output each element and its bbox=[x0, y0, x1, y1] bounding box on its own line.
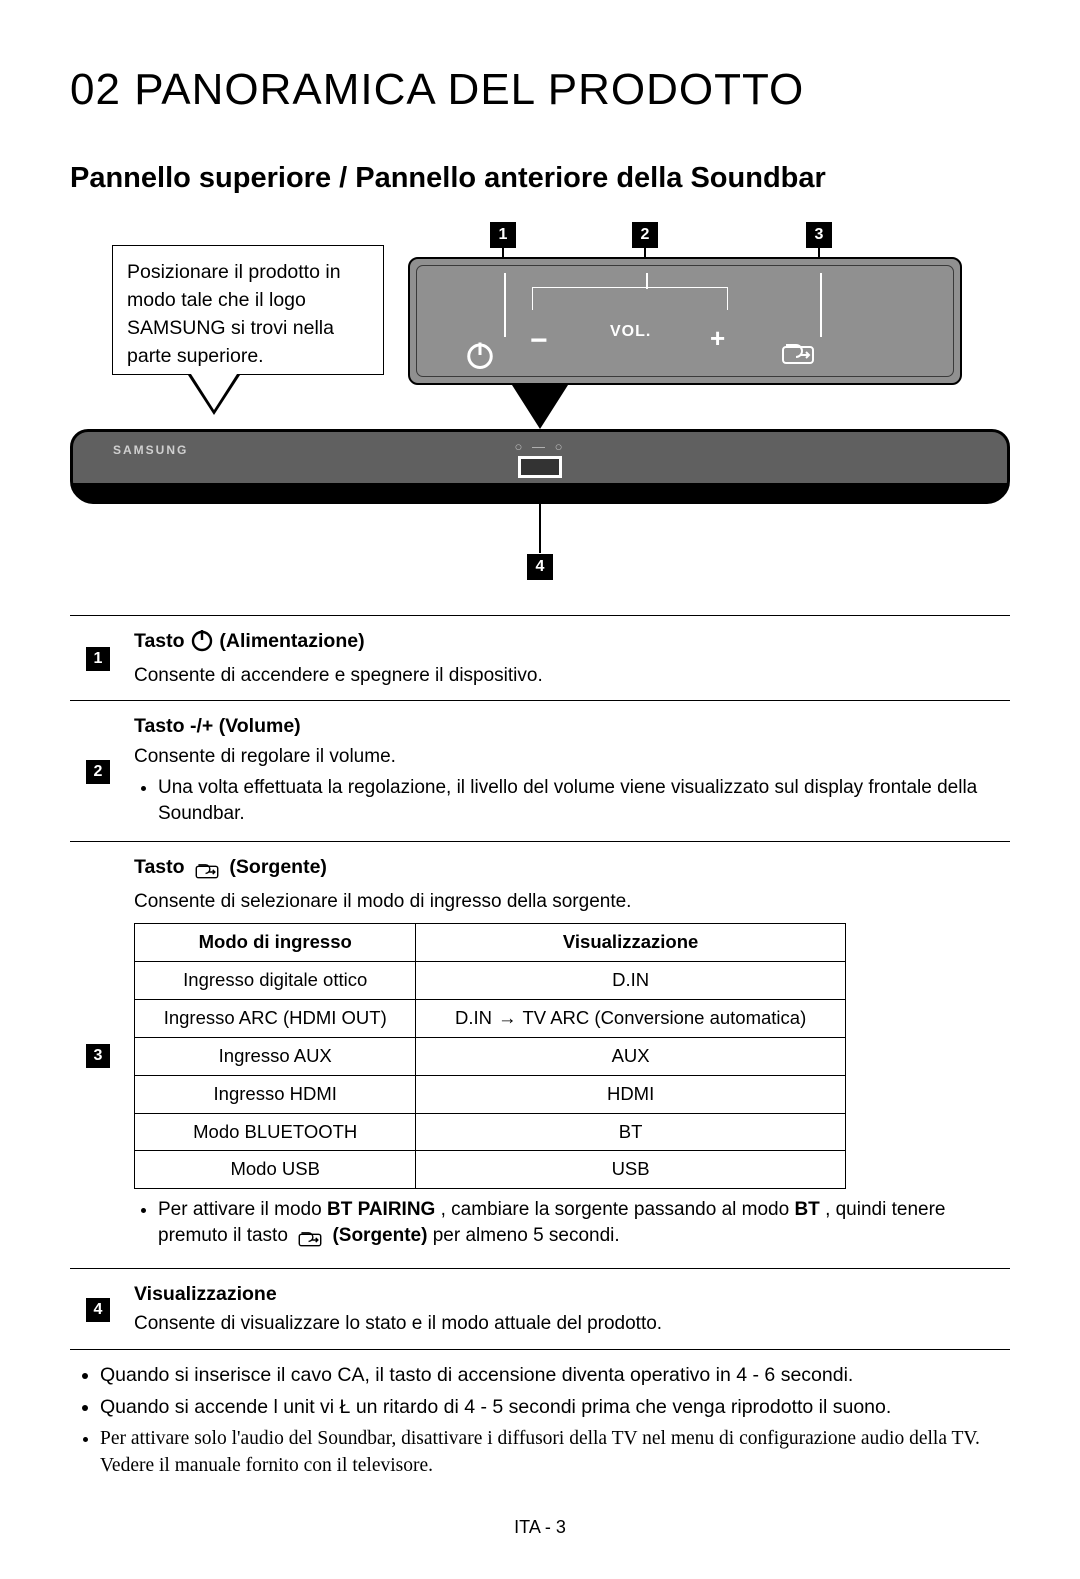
callout-arrow-icon bbox=[188, 375, 240, 415]
row1-title: Tasto (Alimentazione) bbox=[134, 628, 1002, 659]
table-row: 3 Tasto (Sorgente) Consente di seleziona… bbox=[70, 841, 1010, 1268]
source-icon bbox=[190, 859, 224, 885]
notes-list: Quando si inserisce il cavo CA, il tasto… bbox=[100, 1362, 1010, 1479]
table-row: 2 Tasto -/+ (Volume) Consente di regolar… bbox=[70, 701, 1010, 841]
definition-table: 1 Tasto (Alimentazione) Consente di acce… bbox=[70, 615, 1010, 1350]
power-icon bbox=[462, 337, 498, 373]
vol-bracket bbox=[532, 287, 728, 309]
chapter-number: 02 bbox=[70, 65, 121, 114]
table-row: Ingresso ARC (HDMI OUT)D.IN→TV ARC (Conv… bbox=[135, 999, 846, 1037]
callout-box: Posizionare il prodotto in modo tale che… bbox=[112, 245, 384, 375]
row3-bullet: Per attivare il modo BT PAIRING , cambia… bbox=[158, 1197, 1002, 1253]
indicator-dots-icon: ○ — ○ bbox=[515, 438, 566, 456]
section-title: Pannello superiore / Pannello anteriore … bbox=[70, 159, 1010, 198]
row2-bullet: Una volta effettuata la regolazione, il … bbox=[158, 775, 1002, 826]
mode-table: Modo di ingresso Visualizzazione Ingress… bbox=[134, 923, 846, 1190]
chapter-title-text: PANORAMICA DEL PRODOTTO bbox=[134, 65, 804, 114]
vol-minus-icon: − bbox=[530, 321, 548, 362]
vol-label: VOL. bbox=[610, 321, 651, 343]
display-window-icon bbox=[518, 456, 562, 478]
product-diagram: Posizionare il prodotto in modo tale che… bbox=[70, 235, 1010, 595]
row2-title: Tasto -/+ (Volume) bbox=[134, 713, 1002, 739]
diagram-label-3: 3 bbox=[806, 221, 832, 248]
row1-desc: Consente di accendere e spegnere il disp… bbox=[134, 663, 1002, 689]
soundbar-front: SAMSUNG ○ — ○ bbox=[70, 429, 1010, 503]
row4-desc: Consente di visualizzare lo stato e il m… bbox=[134, 1311, 1002, 1337]
row-num-3: 3 bbox=[86, 1044, 110, 1068]
row-num-1: 1 bbox=[86, 647, 110, 671]
list-item: Per attivare solo l'audio del Soundbar, … bbox=[100, 1426, 1010, 1479]
vol-plus-icon: + bbox=[710, 321, 725, 356]
diagram-label-1: 1 bbox=[490, 221, 516, 248]
power-icon bbox=[190, 628, 214, 659]
table-row: Modo BLUETOOTHBT bbox=[135, 1113, 846, 1151]
samsung-logo: SAMSUNG bbox=[113, 442, 188, 458]
table-row: Ingresso AUXAUX bbox=[135, 1037, 846, 1075]
diagram-label-2: 2 bbox=[632, 221, 658, 248]
source-icon bbox=[780, 337, 816, 373]
source-icon bbox=[293, 1228, 327, 1254]
mode-col-head: Modo di ingresso bbox=[135, 923, 416, 961]
row2-desc: Consente di regolare il volume. bbox=[134, 744, 1002, 770]
row-num-2: 2 bbox=[86, 760, 110, 784]
row3-title: Tasto (Sorgente) bbox=[134, 854, 1002, 885]
row4-title: Visualizzazione bbox=[134, 1281, 1002, 1307]
list-item: Quando si accende l unit vi Ł un ritardo… bbox=[100, 1394, 1010, 1420]
disp-col-head: Visualizzazione bbox=[416, 923, 845, 961]
table-row: Ingresso HDMIHDMI bbox=[135, 1075, 846, 1113]
diagram-label-4: 4 bbox=[527, 553, 553, 580]
list-item: Quando si inserisce il cavo CA, il tasto… bbox=[100, 1362, 1010, 1388]
row3-desc: Consente di selezionare il modo di ingre… bbox=[134, 889, 1002, 915]
page-footer: ITA - 3 bbox=[70, 1515, 1010, 1539]
table-row: Modo USBUSB bbox=[135, 1151, 846, 1189]
panel-arrow-icon bbox=[512, 385, 568, 429]
table-row: Ingresso digitale otticoD.IN bbox=[135, 961, 846, 999]
row-num-4: 4 bbox=[86, 1298, 110, 1322]
table-row: 1 Tasto (Alimentazione) Consente di acce… bbox=[70, 615, 1010, 701]
soundbar-top-panel: − VOL. + bbox=[408, 257, 962, 385]
table-row: 4 Visualizzazione Consente di visualizza… bbox=[70, 1268, 1010, 1349]
chapter-title: 02 PANORAMICA DEL PRODOTTO bbox=[70, 60, 1010, 119]
